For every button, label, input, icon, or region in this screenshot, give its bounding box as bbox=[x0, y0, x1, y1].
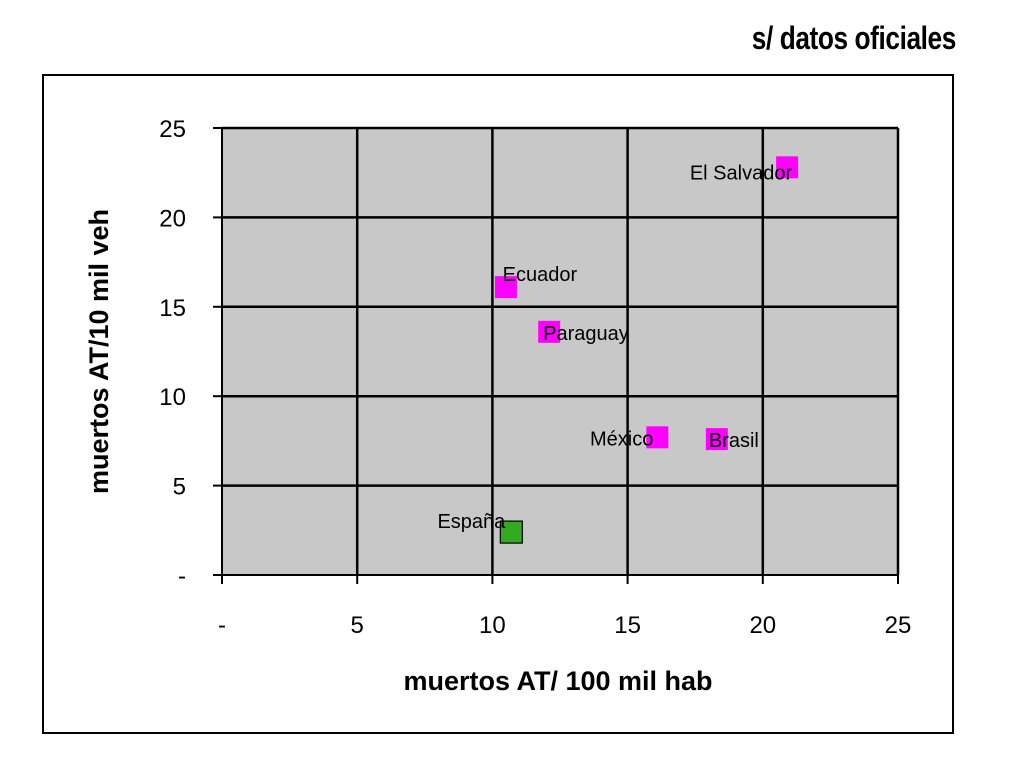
point-label: España bbox=[437, 511, 506, 533]
data-point bbox=[776, 156, 799, 179]
y-axis-title: muertos AT/10 mil veh bbox=[84, 209, 114, 494]
x-tick-label: 20 bbox=[749, 612, 776, 639]
plot-area bbox=[221, 127, 899, 576]
point-labels: El Salvador Ecuador Paraguay México Brasil Es… bbox=[437, 162, 792, 533]
y-tick-label: 5 bbox=[173, 474, 186, 501]
data-point bbox=[494, 276, 517, 299]
y-tick-label: 20 bbox=[159, 205, 186, 232]
data-point bbox=[705, 428, 728, 451]
x-tick-label: - bbox=[218, 612, 226, 639]
y-tick-label: - bbox=[178, 563, 186, 590]
point-label: El Salvador bbox=[690, 162, 793, 184]
x-tick-label: 10 bbox=[479, 612, 506, 639]
point-label: Brasil bbox=[709, 430, 759, 452]
data-points bbox=[494, 156, 799, 544]
tick-labels: - 5 10 15 20 25 - 5 10 15 20 25 bbox=[159, 116, 911, 639]
x-tick-label: 25 bbox=[885, 612, 912, 639]
data-point bbox=[499, 520, 523, 544]
data-point bbox=[646, 426, 669, 449]
gridlines bbox=[222, 126, 900, 575]
source-note: s/ datos oficiales bbox=[751, 20, 956, 56]
axes bbox=[213, 127, 899, 584]
y-tick-label: 25 bbox=[159, 116, 186, 143]
y-tick-label: 10 bbox=[159, 384, 186, 411]
point-label: Paraguay bbox=[543, 323, 629, 345]
x-axis-title: muertos AT/ 100 mil hab bbox=[403, 666, 712, 696]
point-label: Ecuador bbox=[503, 264, 578, 286]
y-tick-label: 15 bbox=[159, 295, 186, 322]
x-tick-label: 5 bbox=[351, 612, 364, 639]
point-label: México bbox=[590, 428, 653, 450]
data-point bbox=[538, 320, 561, 343]
x-tick-label: 15 bbox=[614, 612, 641, 639]
